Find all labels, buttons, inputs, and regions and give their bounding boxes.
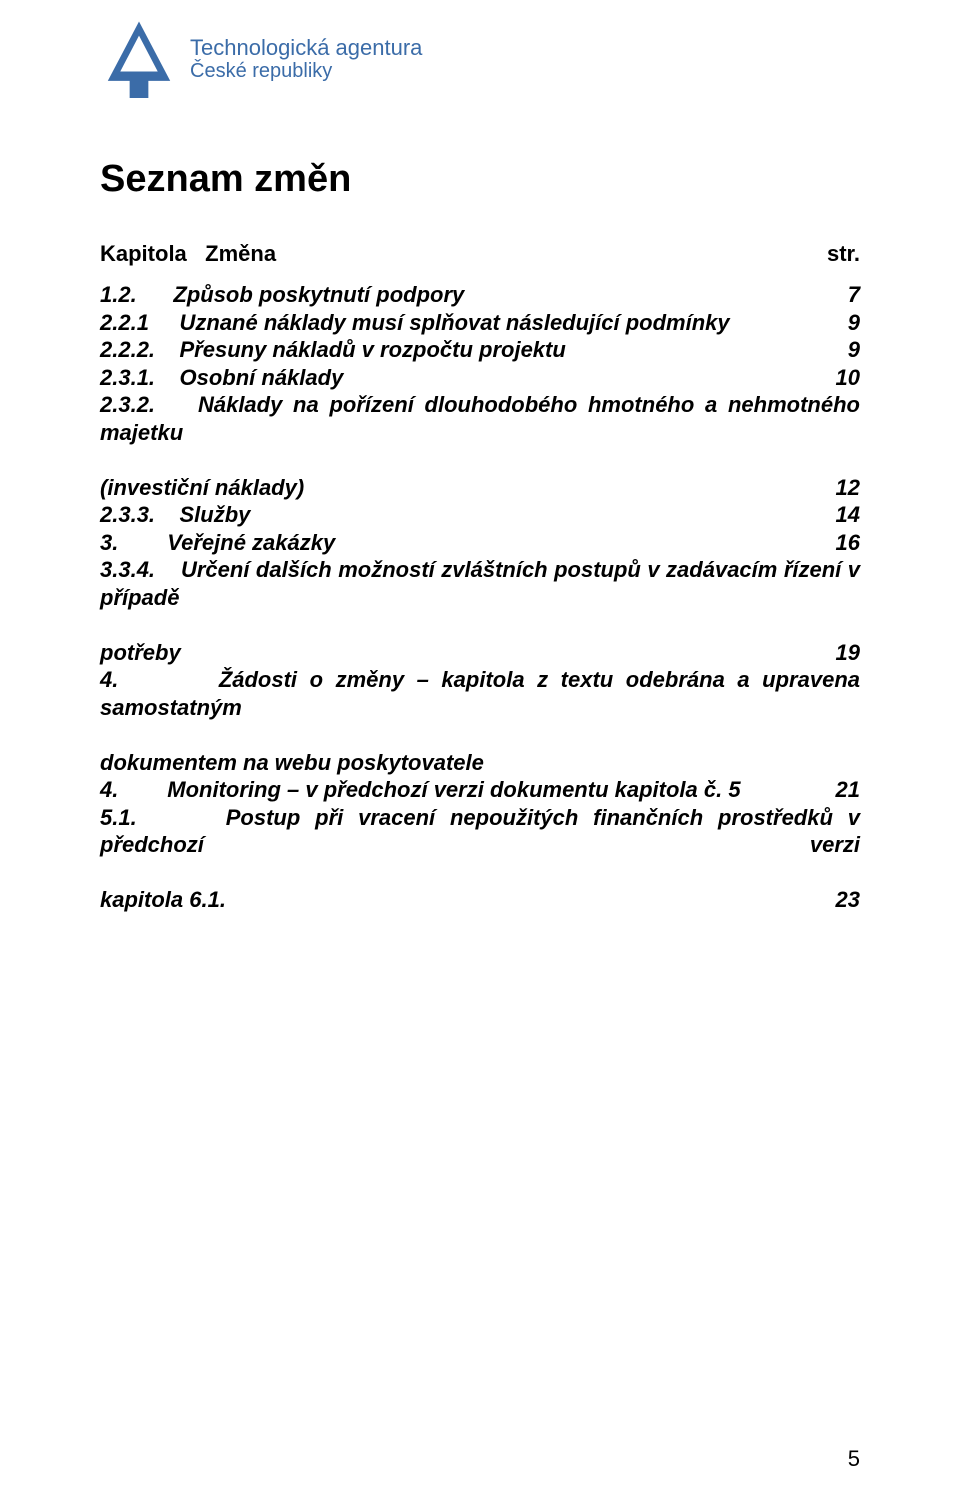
toc-entry-text: Monitoring – v předchozí verzi dokumentu… <box>167 776 827 804</box>
toc-header-left: Kapitola Změna <box>100 241 276 267</box>
toc-entry-page: 19 <box>828 639 860 667</box>
toc-entry-number: 2.2.2. <box>100 336 180 364</box>
toc-entry-text: Služby <box>180 501 828 529</box>
toc-entry-continuation: potřeby19 <box>100 639 860 667</box>
toc-entry: 2.3.1. Osobní náklady10 <box>100 364 860 392</box>
logo-area: Technologická agentura České republiky <box>100 20 860 98</box>
toc-entry-text: 2.3.2. Náklady na pořízení dlouhodobého … <box>100 391 860 474</box>
toc-entry-text: Způsob poskytnutí podpory <box>173 281 839 309</box>
toc-entry-continuation: dokumentem na webu poskytovatele <box>100 749 860 777</box>
toc-entry-text: 4. Žádosti o změny – kapitola z textu od… <box>100 666 860 749</box>
toc-entry-page: 9 <box>840 309 860 337</box>
logo-text: Technologická agentura České republiky <box>190 35 422 83</box>
toc-entry-number: 1.2. <box>100 281 173 309</box>
toc-entry-page: 14 <box>828 501 860 529</box>
toc-list: 1.2. Způsob poskytnutí podpory72.2.1 Uzn… <box>100 281 860 914</box>
toc-entry: 1.2. Způsob poskytnutí podpory7 <box>100 281 860 309</box>
toc-entry-page: 23 <box>828 886 860 914</box>
toc-entry-text: Osobní náklady <box>180 364 828 392</box>
toc-entry: 2.2.1 Uznané náklady musí splňovat násle… <box>100 309 860 337</box>
toc-entry-page: 9 <box>840 336 860 364</box>
toc-entry: 4. Monitoring – v předchozí verzi dokume… <box>100 776 860 804</box>
page-number: 5 <box>848 1446 860 1472</box>
toc-entry-text: kapitola 6.1. <box>100 886 828 914</box>
toc-entry-text: 5.1. Postup při vracení nepoužitých fina… <box>100 804 860 887</box>
toc-entry-text: 3.3.4. Určení dalších možností zvláštníc… <box>100 556 860 639</box>
logo-icon <box>100 20 178 98</box>
toc-entry-continuation: kapitola 6.1.23 <box>100 886 860 914</box>
page-title: Seznam změn <box>100 158 860 201</box>
toc-header: Kapitola Změna str. <box>100 241 860 267</box>
toc-entry-number: 2.2.1 <box>100 309 180 337</box>
toc-entry-text: (investiční náklady) <box>100 474 828 502</box>
document-page: Technologická agentura České republiky S… <box>0 0 960 1512</box>
toc-entry: 2.3.3. Služby14 <box>100 501 860 529</box>
logo-line2: České republiky <box>190 60 422 83</box>
toc-entry-number: 4. <box>100 776 167 804</box>
toc-entry-number: 2.3.1. <box>100 364 180 392</box>
toc-entry-text: dokumentem na webu poskytovatele <box>100 749 852 777</box>
toc-entry: 2.2.2. Přesuny nákladů v rozpočtu projek… <box>100 336 860 364</box>
toc-entry-page: 12 <box>828 474 860 502</box>
toc-entry-text: potřeby <box>100 639 828 667</box>
toc-entry-page: 21 <box>828 776 860 804</box>
toc-entry-text: Přesuny nákladů v rozpočtu projektu <box>180 336 840 364</box>
logo-line1: Technologická agentura <box>190 35 422 60</box>
toc-entry-text: Uznané náklady musí splňovat následující… <box>180 309 840 337</box>
toc-header-right: str. <box>827 241 860 267</box>
toc-entry-number: 2.3.3. <box>100 501 180 529</box>
toc-entry-continuation: (investiční náklady)12 <box>100 474 860 502</box>
toc-entry-page: 10 <box>828 364 860 392</box>
toc-entry-page <box>852 749 860 777</box>
toc-entry-number: 3. <box>100 529 167 557</box>
toc-entry-page: 16 <box>828 529 860 557</box>
toc-entry-page: 7 <box>840 281 860 309</box>
toc-entry-text: Veřejné zakázky <box>167 529 827 557</box>
toc-entry: 3. Veřejné zakázky16 <box>100 529 860 557</box>
